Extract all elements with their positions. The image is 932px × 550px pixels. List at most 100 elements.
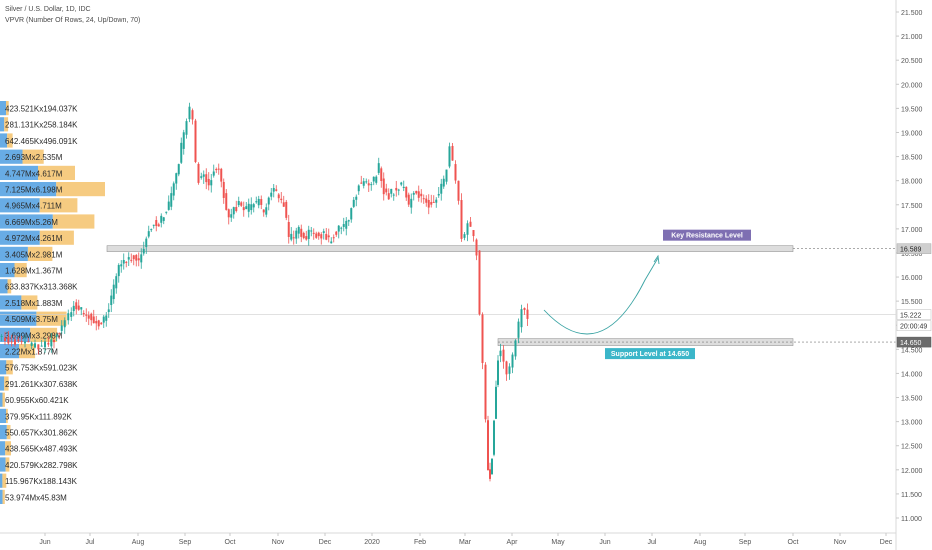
candle-body	[100, 322, 103, 325]
candle-body	[147, 231, 150, 237]
candle-body	[167, 201, 170, 210]
resistance-label-box	[663, 229, 751, 241]
volume-profile-label: 3.699Mx3.298M	[5, 331, 63, 340]
candle-body	[37, 344, 40, 350]
price-tick-label: 11.500	[901, 492, 922, 499]
candle-body	[155, 220, 158, 227]
volume-profile: 423.521Kx194.037K 281.131Kx258.184K 642.46…	[0, 101, 105, 504]
candle-body	[372, 176, 375, 182]
annotations: Key Resistance Level Support Level at 14.…	[543, 229, 751, 360]
candle-body	[95, 321, 98, 324]
candle-body	[460, 200, 463, 239]
volume-profile-down-bar	[6, 101, 9, 116]
candle-body	[110, 295, 113, 306]
volume-profile-up-bar	[0, 246, 28, 261]
candle-body	[77, 305, 80, 310]
volume-profile-down-bar	[21, 295, 38, 310]
candles	[0, 102, 529, 482]
candle-body	[200, 176, 203, 178]
price-badge-label: 15.222	[900, 313, 922, 320]
volume-profile-down-bar	[4, 117, 9, 132]
price-tick-label: 12.500	[901, 444, 923, 451]
volume-profile-down-bar	[2, 392, 5, 407]
time-tick-label: Dec	[319, 539, 332, 546]
candle-body	[247, 203, 250, 212]
time-tick-label: Oct	[788, 539, 799, 546]
price-tick-label: 17.000	[901, 227, 923, 234]
price-badge	[896, 336, 932, 348]
candle-body	[160, 215, 163, 223]
volume-profile-down-bar	[30, 327, 58, 342]
price-tick-label: 19.500	[901, 106, 923, 113]
volume-profile-label: 4.509Mx3.75M	[5, 315, 58, 324]
candle-body	[34, 343, 36, 348]
candle-body	[387, 193, 390, 200]
candle-body	[117, 265, 120, 277]
arrow-head	[653, 254, 660, 265]
resistance-label: Key Resistance Level	[671, 233, 743, 240]
volume-profile-up-bar	[0, 392, 3, 407]
candle-body	[150, 229, 153, 231]
symbol-title[interactable]: Silver / U.S. Dollar, 1D, IDC	[5, 6, 91, 13]
time-tick-label: Nov	[834, 539, 847, 546]
volume-profile-down-bar	[2, 473, 7, 488]
volume-profile-down-bar	[7, 279, 12, 294]
time-tick-label: Sep	[739, 539, 752, 546]
price-tick-label: 21.000	[901, 34, 923, 41]
time-tick-label: Jul	[86, 539, 95, 546]
candle-body	[385, 188, 388, 193]
volume-profile-label: 4.972Mx4.261M	[5, 234, 63, 243]
candle-body	[267, 197, 270, 205]
candle-body	[511, 354, 514, 368]
volume-profile-label: 2.518Mx1.883M	[5, 299, 63, 308]
candle-body	[105, 315, 108, 321]
candle-body	[417, 191, 420, 198]
candle-body	[305, 236, 308, 240]
candle-body	[250, 204, 253, 211]
time-tick-label: Aug	[132, 539, 145, 546]
candle-body	[484, 364, 487, 420]
candle-body	[237, 201, 240, 206]
candle-body	[517, 321, 520, 338]
candle-body	[217, 168, 220, 170]
candle-body	[60, 325, 63, 331]
volume-profile-label: 420.579Kx282.798K	[5, 461, 78, 470]
candle-body	[412, 192, 415, 195]
candle-body	[307, 229, 310, 239]
candle-body	[457, 180, 460, 201]
volume-profile-down-bar	[56, 182, 105, 197]
volume-profile-down-bar	[39, 230, 74, 245]
time-tick-label: Aug	[694, 539, 707, 546]
indicator-label[interactable]: VPVR (Number Of Rows, 24, Up/Down, 70)	[5, 17, 141, 24]
candle-body	[272, 187, 275, 192]
volume-profile-down-bar	[7, 133, 13, 148]
candle-body	[122, 260, 125, 264]
candle-body	[120, 264, 123, 267]
time-tick-label: Oct	[225, 539, 236, 546]
candle-body	[332, 237, 335, 239]
volume-profile-down-bar	[6, 360, 13, 375]
time-tick-label: Jun	[39, 539, 50, 546]
volume-profile-up-bar	[0, 133, 8, 148]
candle-body	[295, 230, 298, 239]
price-tick-label: 18.500	[901, 155, 923, 162]
price-tick-label: 16.500	[901, 251, 923, 258]
candle-body	[72, 305, 75, 312]
candle-body	[435, 199, 438, 203]
price-tick-label: 13.500	[901, 396, 923, 403]
volume-profile-up-bar	[0, 149, 23, 164]
candle-body	[514, 340, 517, 357]
volume-profile-down-bar	[5, 457, 10, 472]
candle-body	[112, 284, 115, 300]
candle-body	[362, 181, 365, 186]
candle-body	[53, 340, 55, 343]
volume-profile-label: 1.628Mx1.367M	[5, 267, 63, 276]
candle-body	[317, 232, 320, 237]
candle-body	[397, 189, 400, 191]
candle-body	[255, 201, 258, 203]
candle-body	[345, 220, 348, 229]
candle-body	[215, 168, 218, 171]
candle-body	[330, 241, 333, 244]
volume-profile-up-bar	[0, 117, 5, 132]
